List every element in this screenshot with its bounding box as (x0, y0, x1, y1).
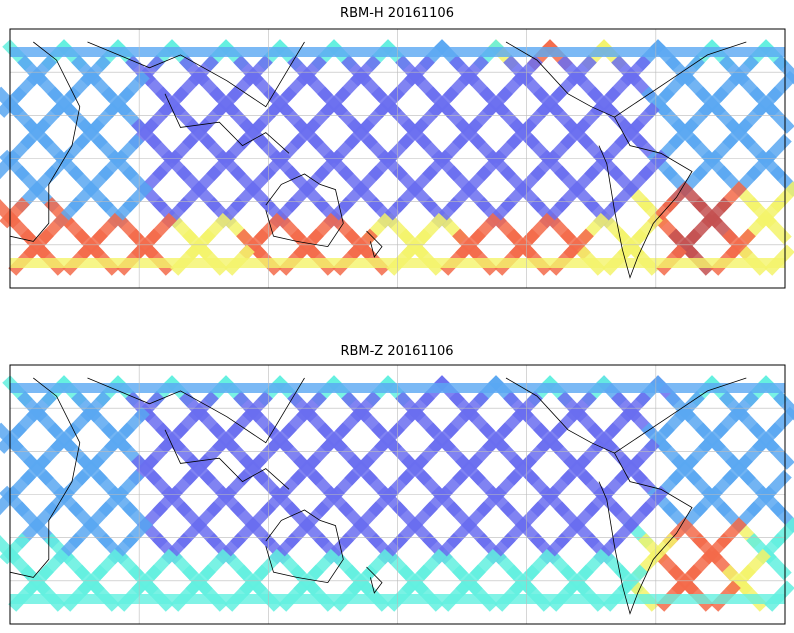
coastlines (9, 41, 747, 279)
swath-layer (0, 375, 794, 612)
panel-title: RBM-Z 20161106 (340, 344, 454, 359)
swath-map-rbm-h (0, 28, 794, 289)
map-frame (9, 28, 786, 289)
panel-rbm-h: RBM-H 20161106 (0, 0, 794, 300)
panel-title: RBM-H 20161106 (340, 6, 454, 21)
panel-rbm-z: RBM-Z 20161106 (0, 336, 794, 633)
graticule (10, 365, 785, 624)
swath-layer (0, 39, 794, 276)
graticule (10, 29, 785, 288)
coastlines (9, 377, 747, 615)
map-frame (9, 364, 786, 625)
swath-map-rbm-z (0, 364, 794, 625)
